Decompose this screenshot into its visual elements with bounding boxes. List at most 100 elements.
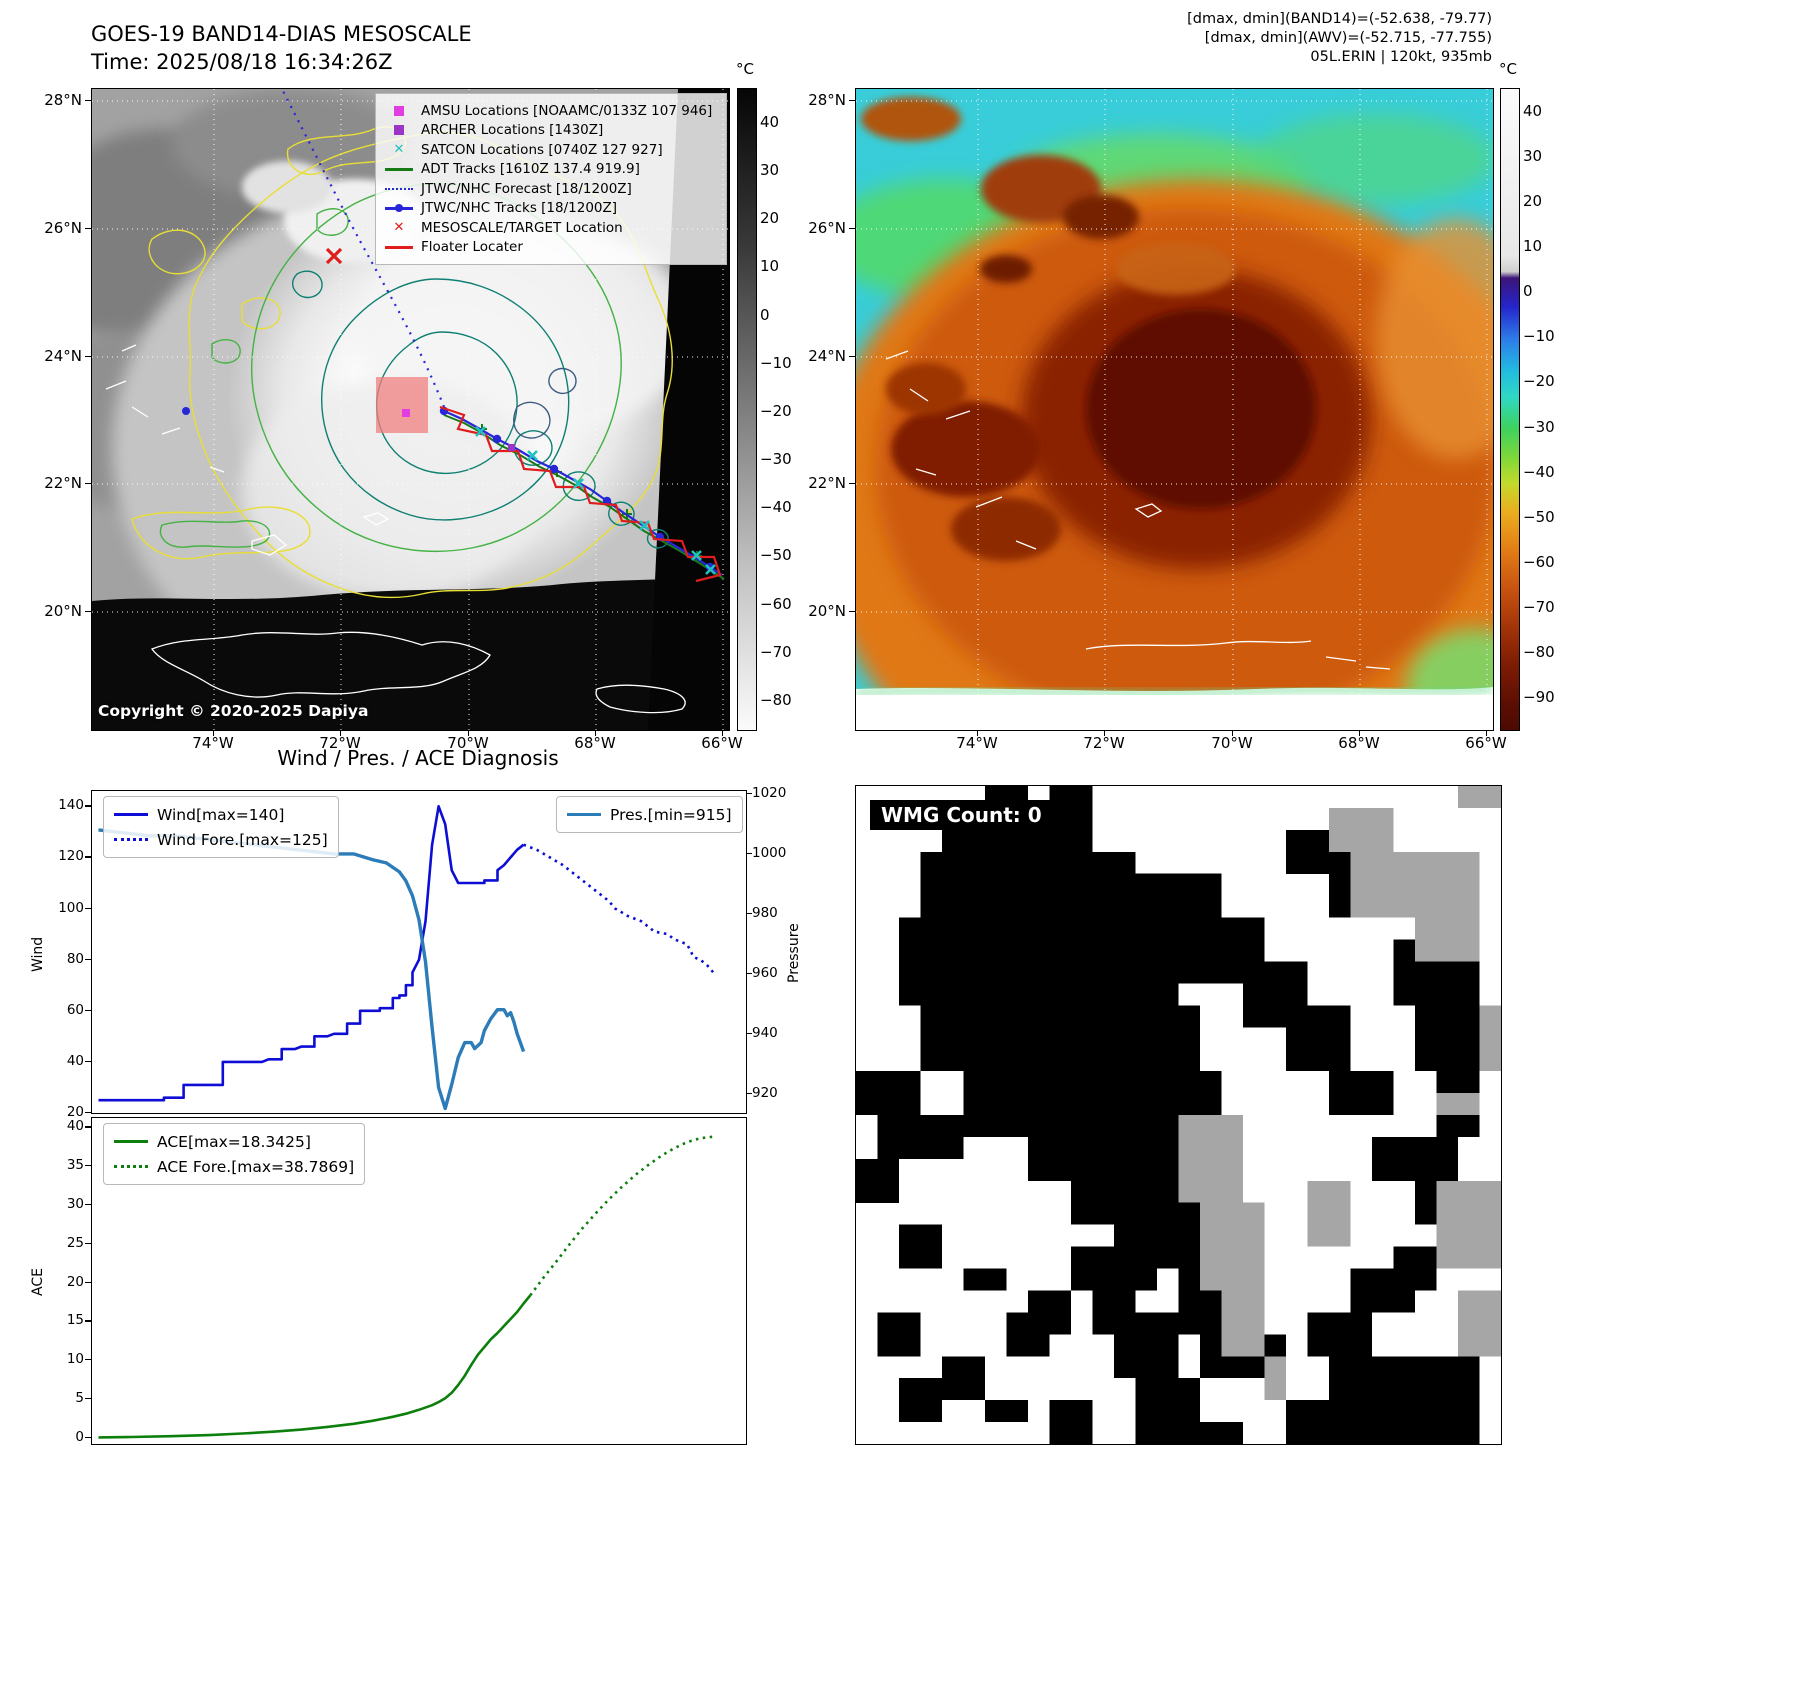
wmg-mosaic — [856, 786, 1501, 1444]
wind-axis-label: Wind — [30, 936, 46, 972]
legend-label: Floater Locater — [421, 239, 523, 256]
legend-item: ACE Fore.[max=38.7869] — [114, 1154, 354, 1179]
awv-header-line2: [dmax, dmin](AWV)=(-52.715, -77.755) — [1204, 30, 1492, 46]
x-marker-glyph: ✕ — [393, 142, 405, 158]
axis-tick-label: 1000 — [752, 844, 787, 861]
series-Pres.[min=915] — [98, 828, 526, 1111]
axis-tick-label: 25 — [66, 1234, 84, 1251]
coastlines — [885, 350, 1391, 670]
awv-colorbar — [1500, 88, 1520, 731]
axis-tick-label: 1020 — [752, 784, 787, 801]
line-dot-marker-glyph — [385, 204, 413, 213]
axis-tick-label: 40 — [66, 1052, 84, 1069]
legend-item: Pres.[min=915] — [567, 802, 732, 827]
colorbar-tick-label: −10 — [1523, 327, 1555, 346]
legend-label: AMSU Locations [NOAAMC/0133Z 107 946] — [421, 102, 713, 119]
legend-label: ADT Tracks [1610Z 137.4 919.9] — [421, 161, 640, 178]
lat-tick-label: 26°N — [44, 219, 82, 237]
axis-tick-label: 35 — [66, 1157, 84, 1174]
diagnosis-title: Wind / Pres. / ACE Diagnosis — [277, 746, 559, 770]
legend-label: Wind Fore.[max=125] — [157, 830, 328, 849]
axis-tick-label: 20 — [66, 1273, 84, 1290]
satcon-markers — [475, 426, 716, 575]
band14-title-line1: GOES-19 BAND14-DIAS MESOSCALE — [91, 22, 472, 46]
series-Wind[max=140] — [98, 805, 525, 1102]
axis-tick-label: 80 — [66, 950, 84, 967]
awv-image — [856, 89, 1493, 730]
legend-label: ACE[max=18.3425] — [157, 1132, 311, 1151]
lon-tick-label: 74°W — [956, 734, 998, 752]
legend-label: JTWC/NHC Forecast [18/1200Z] — [421, 180, 632, 197]
band14-title: GOES-19 BAND14-DIAS MESOSCALE Time: 2025… — [91, 20, 472, 76]
colorbar-tick-label: −40 — [760, 498, 792, 517]
band14-lon-axis: 74°W 72°W 70°W 68°W 66°W — [91, 734, 742, 754]
line-marker-icon — [114, 1140, 148, 1143]
legend-label: ARCHER Locations [1430Z] — [421, 122, 604, 139]
axis-tick-label: 940 — [752, 1024, 778, 1041]
band14-colorbar-unit: °C — [736, 60, 754, 78]
colorbar-tick-label: 10 — [760, 257, 780, 276]
lat-tick-label: 20°N — [808, 602, 846, 620]
coastlines — [105, 344, 686, 714]
legend-item: JTWC/NHC Tracks [18/1200Z] — [384, 199, 718, 219]
colorbar-tick-label: −20 — [760, 401, 792, 420]
lon-tick-label: 66°W — [701, 734, 743, 752]
axis-tick-label: 40 — [66, 1118, 84, 1135]
colorbar-tick-label: −80 — [1523, 643, 1555, 662]
legend-item: ARCHER Locations [1430Z] — [384, 121, 718, 141]
lon-tick-label: 68°W — [574, 734, 616, 752]
colorbar-tick-label: −80 — [760, 691, 792, 710]
axis-tick-label: 20 — [66, 1104, 84, 1120]
colorbar-tick-label: 30 — [760, 160, 780, 179]
legend-label: SATCON Locations [0740Z 127 927] — [421, 141, 663, 158]
series-Wind Fore.[max=125] — [523, 843, 715, 974]
lat-tick-label: 28°N — [808, 91, 846, 109]
colorbar-tick-label: −40 — [1523, 462, 1555, 481]
lat-tick-label: 20°N — [44, 602, 82, 620]
series-ACE Fore.[max=38.7869] — [529, 1135, 714, 1297]
line-marker-icon — [567, 813, 601, 816]
colorbar-tick-label: −60 — [760, 594, 792, 613]
legend-label: Wind[max=140] — [157, 805, 285, 824]
archer-marker — [508, 444, 515, 451]
colorbar-tick-label: −20 — [1523, 372, 1555, 391]
colorbar-tick-label: 20 — [760, 209, 780, 228]
wmg-count-badge: WMG Count: 0 — [870, 800, 1053, 830]
lat-tick-label: 22°N — [808, 474, 846, 492]
legend-item: Wind Fore.[max=125] — [114, 827, 328, 852]
colorbar-tick-label: −10 — [760, 353, 792, 372]
axis-tick-label: 120 — [58, 848, 84, 865]
band14-map: AMSU Locations [NOAAMC/0133Z 107 946] ARC… — [91, 88, 730, 731]
legend-label: Pres.[min=915] — [610, 805, 732, 824]
legend-item: Floater Locater — [384, 238, 718, 258]
lon-tick-label: 68°W — [1338, 734, 1380, 752]
legend-item: ACE[max=18.3425] — [114, 1129, 354, 1154]
axis-tick-label: 980 — [752, 904, 778, 921]
awv-header-line1: [dmax, dmin](BAND14)=(-52.638, -79.77) — [1187, 11, 1492, 27]
ace-plot — [98, 1135, 714, 1439]
amsu-marker — [402, 409, 410, 417]
awv-satellite-image — [856, 89, 1493, 730]
colorbar-tick-label: −90 — [1523, 688, 1555, 707]
colorbar-tick-label: −50 — [760, 546, 792, 565]
colorbar-tick-label: 40 — [1523, 101, 1543, 120]
dotted-marker-icon — [384, 187, 414, 190]
wmg-count-map: WMG Count: 0 — [855, 785, 1502, 1445]
lon-tick-label: 74°W — [192, 734, 234, 752]
awv-lon-axis: 74°W 72°W 70°W 68°W 66°W — [855, 734, 1506, 754]
series-ACE[max=18.3425] — [98, 1294, 532, 1439]
lon-tick-label: 72°W — [319, 734, 361, 752]
line-marker-icon — [114, 813, 148, 816]
awv-colorbar-unit: °C — [1499, 60, 1517, 78]
axis-tick-label: 0 — [75, 1428, 84, 1445]
square-marker-icon — [384, 125, 414, 136]
band14-colorbar-ticks: 40 30 20 10 0 −10 −20 −30 −40 −50 −60 −70 −80 — [760, 88, 804, 729]
axis-tick-label: 5 — [75, 1389, 84, 1406]
floater-track — [439, 405, 722, 583]
lat-tick-label: 24°N — [808, 347, 846, 365]
lat-tick-label: 24°N — [44, 347, 82, 365]
band14-colorbar — [737, 88, 757, 731]
colorbar-tick-label: −60 — [1523, 552, 1555, 571]
axis-tick-label: 15 — [66, 1312, 84, 1329]
